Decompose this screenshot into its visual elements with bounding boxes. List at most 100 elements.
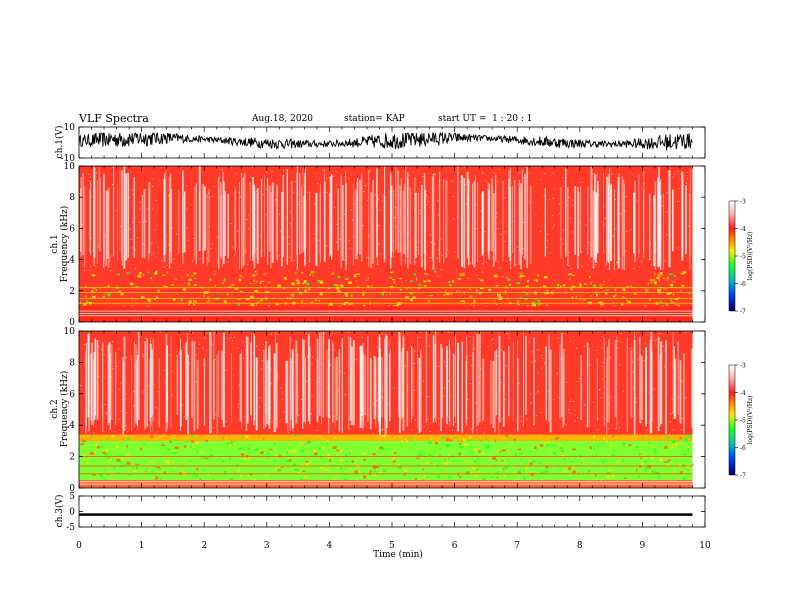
spec2-speckle — [528, 341, 530, 343]
spec2-streak — [350, 346, 353, 425]
spec2-speckle — [381, 395, 382, 397]
spec1-speckle — [144, 217, 145, 219]
spec2-band-patch — [99, 446, 103, 448]
spec1-speckle — [318, 239, 320, 241]
spec2-speckle — [98, 376, 100, 378]
colorbar-tick-label: -5 — [740, 418, 746, 425]
spec1-speckle — [156, 256, 158, 258]
spec2-streak — [135, 360, 138, 425]
spec2-speckle — [427, 419, 429, 421]
spec1-streak — [359, 179, 362, 255]
spec1-streak — [96, 179, 98, 264]
spec2-streak — [603, 337, 605, 427]
spec1-streak — [183, 195, 185, 265]
spec2-streak — [295, 340, 298, 424]
spec1-speckle — [88, 180, 90, 181]
spec2-streak — [289, 357, 292, 421]
spec1-speckle — [271, 171, 273, 173]
spec1-streak — [98, 167, 100, 252]
spec1-speckle — [169, 224, 171, 226]
spec1-band-patch — [649, 279, 652, 281]
spec1-band-patch — [310, 301, 314, 304]
spec2-band-patch — [482, 478, 487, 481]
spec2-streak — [446, 346, 448, 425]
spec1-band-patch — [522, 275, 526, 277]
spec1-band-patch — [424, 272, 427, 275]
spec1-speckle — [339, 238, 341, 240]
spec1-band-patch — [363, 304, 366, 307]
spec1-band-patch — [674, 304, 678, 306]
spec2-band-patch — [471, 451, 474, 454]
spec2-band-patch — [435, 442, 438, 445]
spec1-speckle — [288, 236, 290, 238]
spec1-band-patch — [312, 271, 315, 274]
spec2-speckle — [357, 336, 359, 338]
spec1-speckle — [687, 172, 688, 173]
spec2-speckle — [682, 418, 684, 420]
spec2-band-patch — [610, 473, 612, 476]
spec2-band-patch — [305, 463, 310, 466]
spec2-streak — [364, 355, 366, 415]
spec1-speckle — [666, 192, 668, 194]
spec2-speckle — [203, 348, 204, 350]
spec2-streak — [170, 335, 172, 429]
spec1-speckle — [265, 214, 267, 216]
spec2-speckle — [609, 396, 611, 398]
spec2-band-patch — [560, 447, 564, 449]
spec1-speckle — [109, 260, 111, 262]
spec2-speckle — [639, 415, 641, 417]
spec2-band-patch — [467, 439, 472, 442]
spec1-streak — [397, 170, 400, 253]
spec2-streak — [176, 354, 179, 415]
spec2-speckle — [572, 335, 574, 337]
spec1-speckle — [413, 261, 415, 263]
spec2-streak — [179, 349, 182, 427]
spec1-streak — [649, 193, 651, 261]
spec2-streak — [185, 342, 188, 421]
spec1-speckle — [151, 242, 153, 244]
spec2-band-patch — [263, 460, 265, 463]
spec2-speckle — [192, 397, 193, 399]
spec1-streak — [168, 176, 171, 269]
spec2-streak — [204, 357, 206, 425]
spec1-streak — [438, 171, 441, 264]
spec2-speckle — [163, 434, 165, 436]
spec1-band-patch — [463, 301, 466, 303]
spec1-speckle — [329, 254, 331, 256]
spec2-speckle — [323, 333, 325, 335]
spec2-streak — [691, 348, 693, 428]
spec1-band-patch — [519, 297, 523, 299]
spec1-speckle — [594, 243, 596, 245]
spec2-streak — [660, 341, 663, 425]
spec1-speckle — [650, 258, 652, 260]
spec1-speckle — [475, 204, 477, 206]
spec1-streak — [514, 180, 516, 267]
spec2-band-patch — [183, 459, 187, 461]
spec1-speckle — [288, 256, 290, 258]
spec1-speckle — [221, 195, 223, 197]
spec2-streak — [239, 353, 242, 422]
spec1-streak — [296, 172, 298, 256]
spec2-speckle — [121, 399, 123, 401]
spec1-band-patch — [267, 305, 271, 307]
spec2-band-patch — [159, 468, 161, 471]
spec1-speckle — [652, 241, 654, 243]
spec1-band-patch — [254, 270, 257, 273]
spec1-band-patch — [605, 289, 609, 291]
spec1-band-patch — [303, 280, 307, 283]
spec1-speckle — [608, 179, 610, 181]
spec2-streak — [645, 347, 647, 427]
spec1-band-patch — [459, 290, 461, 293]
spec1-band-patch — [443, 294, 446, 297]
spec2-speckle — [372, 433, 374, 435]
spec2-speckle — [449, 396, 451, 398]
spec1-speckle — [279, 230, 281, 232]
spec1-band-patch — [181, 276, 183, 278]
spec2-band-patch — [344, 473, 346, 475]
spec1-streak — [342, 184, 344, 261]
spec2-speckle — [94, 381, 96, 383]
spec1-speckle — [182, 269, 184, 271]
spec2-speckle — [656, 427, 658, 429]
spec1-band-patch — [429, 295, 433, 297]
spec2-speckle — [338, 389, 339, 391]
